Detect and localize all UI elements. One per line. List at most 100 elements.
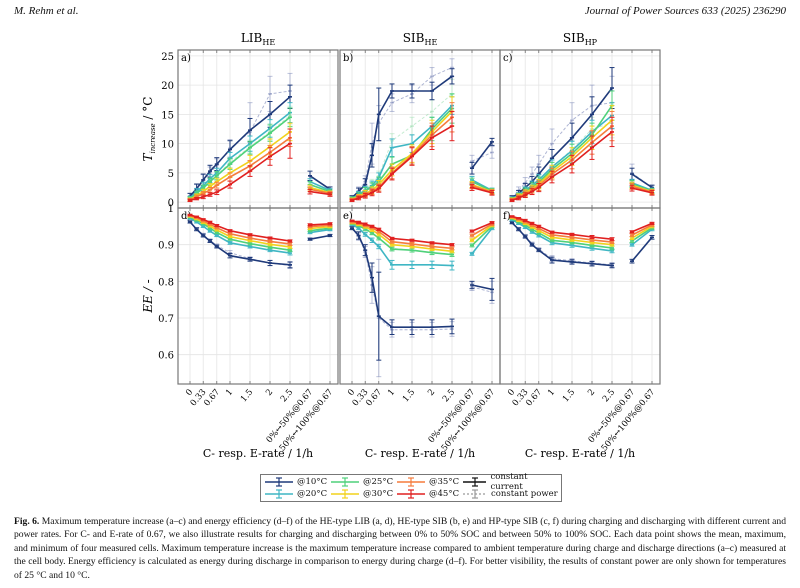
legend-item-constant-power: constant power bbox=[463, 488, 558, 500]
series-line bbox=[471, 186, 493, 194]
x-tick-label: 0.67 bbox=[202, 388, 222, 409]
cc-series-d-5 bbox=[187, 213, 333, 243]
series-line bbox=[351, 75, 453, 199]
series-line bbox=[631, 224, 653, 236]
series-line bbox=[471, 141, 493, 169]
panel-bottom-0: 0.6 0.7 0.8 0.9 1 bbox=[158, 204, 339, 385]
y-tick-label: 0.9 bbox=[158, 241, 174, 252]
x-tick-label: 2.5 bbox=[601, 388, 617, 405]
series-line bbox=[309, 188, 331, 195]
column-title-0: LIBHE bbox=[241, 31, 276, 47]
x-tick-label: 2 bbox=[426, 388, 437, 399]
caption-label: Fig. 6. bbox=[14, 516, 40, 527]
y-axis-label-bottom: EE / - bbox=[141, 279, 155, 313]
header-journal: Journal of Power Sources 633 (2025) 2362… bbox=[584, 5, 786, 17]
x-axis-label: C- resp. E-rate / 1/h bbox=[525, 447, 635, 460]
legend-label-20c: @20°C bbox=[297, 489, 328, 499]
x-tick-label: 1 bbox=[386, 388, 397, 399]
chart-legend: @10°C @20°C @25°C @30°C @35°C @45°C cons… bbox=[260, 472, 562, 502]
panel-label: b) bbox=[343, 53, 353, 64]
legend-label-45c: @45°C bbox=[429, 489, 460, 499]
series-line bbox=[631, 187, 653, 194]
legend-swatch-constant-current bbox=[463, 477, 487, 487]
y-axis-label-top: Tincrease / °C bbox=[141, 97, 157, 162]
x-tick-label: 0 bbox=[184, 388, 195, 399]
legend-label-25c: @25°C bbox=[363, 477, 394, 487]
x-tick-label: 0 bbox=[506, 388, 517, 399]
legend-label-10c: @10°C bbox=[297, 477, 328, 487]
y-label-unit: / °C bbox=[141, 97, 155, 124]
legend-item-25c: @25°C bbox=[331, 476, 393, 488]
cc-series-c-5 bbox=[509, 116, 655, 203]
panel-label: e) bbox=[343, 211, 353, 222]
column-title-main: SIB bbox=[563, 31, 585, 45]
series-line bbox=[631, 222, 653, 233]
y-tick-label: 10 bbox=[161, 140, 174, 151]
cc-series-b-5 bbox=[349, 110, 495, 203]
legend-swatch-45c bbox=[397, 489, 425, 499]
x-tick-label: 2 bbox=[586, 388, 597, 399]
x-tick-label: 0.67 bbox=[524, 388, 544, 409]
y-tick-label: 5 bbox=[168, 169, 174, 180]
x-tick-label: 2 bbox=[264, 388, 275, 399]
legend-label-constant-power: constant power bbox=[491, 489, 558, 499]
cc-series-b-0 bbox=[349, 68, 495, 200]
x-tick-label: 1 bbox=[546, 388, 557, 399]
y-tick-label: 25 bbox=[161, 52, 174, 63]
x-tick-label: 1 bbox=[224, 388, 235, 399]
column-title-2: SIBHP bbox=[563, 31, 598, 47]
header-authors: M. Rehm et al. bbox=[14, 5, 79, 17]
legend-item-45c: @45°C bbox=[397, 488, 459, 500]
legend-item-30c: @30°C bbox=[331, 488, 393, 500]
y-tick-label: 1 bbox=[168, 204, 174, 215]
column-title-sub: HE bbox=[424, 38, 437, 47]
legend-item-constant-current: constant current bbox=[463, 472, 561, 492]
legend-swatch-20c bbox=[265, 489, 293, 499]
series-line bbox=[471, 224, 493, 241]
panel-label: f) bbox=[503, 211, 511, 222]
x-tick-label: 1.5 bbox=[401, 388, 417, 405]
x-tick-label: 0.67 bbox=[364, 388, 384, 409]
series-line bbox=[471, 284, 493, 291]
column-title-main: SIB bbox=[403, 31, 425, 45]
panel-top-1 bbox=[339, 49, 501, 209]
legend-swatch-35c bbox=[397, 477, 425, 487]
panel-label: c) bbox=[503, 53, 513, 64]
panel-frame bbox=[499, 207, 661, 385]
column-title-1: SIBHE bbox=[403, 31, 438, 47]
series-line bbox=[309, 190, 331, 196]
y-tick-label: 0.7 bbox=[158, 314, 174, 325]
series-line bbox=[309, 228, 331, 234]
series-line bbox=[631, 173, 653, 189]
cc-series-f-5 bbox=[509, 215, 655, 242]
panel-label: d) bbox=[181, 211, 191, 222]
cc-series-e-5 bbox=[349, 219, 495, 247]
x-tick-label: 1.5 bbox=[239, 388, 255, 405]
x-axis-label: C- resp. E-rate / 1/h bbox=[365, 447, 475, 460]
series-line bbox=[189, 96, 291, 197]
x-tick-label: 1.5 bbox=[561, 388, 577, 405]
legend-swatch-10c bbox=[265, 477, 293, 487]
cc-series-e-3 bbox=[349, 221, 495, 254]
series-line bbox=[309, 227, 331, 232]
series-line bbox=[631, 225, 653, 239]
series-line bbox=[309, 225, 331, 230]
figure-caption: Fig. 6. Maximum temperature increase (a–… bbox=[14, 515, 786, 582]
series-line bbox=[471, 223, 493, 237]
legend-item-20c: @20°C bbox=[265, 488, 327, 500]
y-tick-label: 0.6 bbox=[158, 351, 174, 362]
legend-item-10c: @10°C bbox=[265, 476, 327, 488]
y-label-main: T bbox=[141, 152, 155, 161]
x-tick-label: 2.5 bbox=[279, 388, 295, 405]
y-tick-label: 20 bbox=[161, 81, 174, 92]
caption-text: Maximum temperature increase (a–c) and e… bbox=[14, 516, 786, 581]
column-title-sub: HP bbox=[585, 38, 598, 47]
x-tick-label: 0 bbox=[346, 388, 357, 399]
series-line bbox=[309, 234, 331, 240]
y-tick-label: 0.8 bbox=[158, 277, 174, 288]
series-line bbox=[309, 224, 331, 228]
series-line bbox=[309, 183, 331, 193]
column-title-sub: HE bbox=[262, 38, 275, 47]
legend-swatch-constant-power bbox=[463, 489, 487, 499]
series-line bbox=[309, 223, 331, 226]
